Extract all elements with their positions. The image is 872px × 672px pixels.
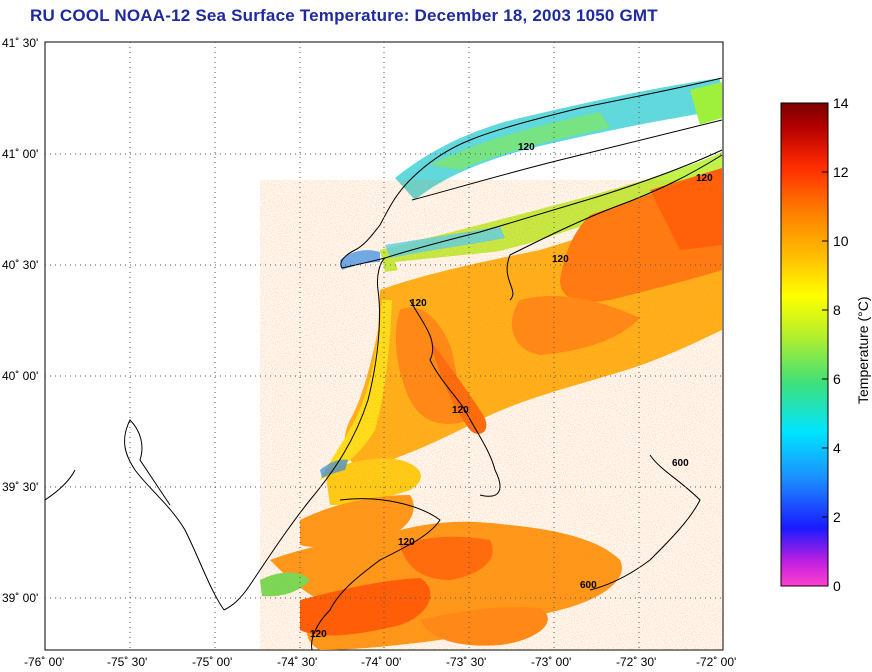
coastline: [45, 77, 723, 611]
lat-tick: 39˚ 00': [2, 591, 38, 605]
lon-tick: -73˚ 00': [531, 655, 571, 669]
lon-tick: -74˚ 30': [277, 655, 317, 669]
colorbar-tick: 0: [833, 578, 841, 594]
lat-tick: 40˚ 30': [2, 258, 38, 272]
contour-label: 120: [552, 254, 569, 265]
sst-field: [260, 78, 723, 650]
colorbar-label: Temperature (°C): [855, 296, 871, 404]
contour-label: 120: [398, 537, 415, 548]
contour-label: 120: [696, 173, 713, 184]
contour-label: 120: [310, 629, 327, 640]
lon-tick: -76˚ 00': [24, 655, 64, 669]
graticule: [45, 42, 723, 650]
lat-ticks: 41˚ 30' 41˚ 00' 40˚ 30' 40˚ 00' 39˚ 30' …: [2, 36, 38, 605]
contour-label: 600: [672, 458, 689, 469]
lon-tick: -75˚ 00': [192, 655, 232, 669]
colorbar-tick: 6: [833, 371, 841, 387]
contour-label: 120: [410, 298, 427, 309]
map-title: RU COOL NOAA-12 Sea Surface Temperature:…: [30, 6, 658, 25]
colorbar-gradient: [780, 102, 829, 587]
lon-tick: -75˚ 30': [107, 655, 147, 669]
lon-tick: -72˚ 00': [696, 655, 736, 669]
colorbar-tick: 14: [833, 95, 849, 111]
lon-tick: -74˚ 00': [361, 655, 401, 669]
contour-label: 120: [452, 405, 469, 416]
lon-tick: -72˚ 30': [616, 655, 656, 669]
contour-label: 120: [518, 142, 535, 153]
colorbar-tick: 4: [833, 440, 841, 456]
lat-tick: 40˚ 00': [2, 369, 38, 383]
colorbar-tick: 2: [833, 509, 841, 525]
colorbar-tick: 10: [833, 233, 849, 249]
lon-tick: -73˚ 30': [446, 655, 486, 669]
colorbar-tick: 12: [833, 164, 849, 180]
lat-tick: 41˚ 00': [2, 147, 38, 161]
lon-ticks: -76˚ 00' -75˚ 30' -75˚ 00' -74˚ 30' -74˚…: [24, 655, 736, 669]
contour-label: 600: [580, 580, 597, 591]
colorbar-tick: 8: [833, 302, 841, 318]
bathymetry-contours: [311, 154, 723, 650]
lat-tick: 41˚ 30': [2, 36, 38, 50]
lat-tick: 39˚ 30': [2, 480, 38, 494]
colorbar: 14 12 10 8 6 4 2 0 Temperature (°C): [780, 95, 871, 594]
